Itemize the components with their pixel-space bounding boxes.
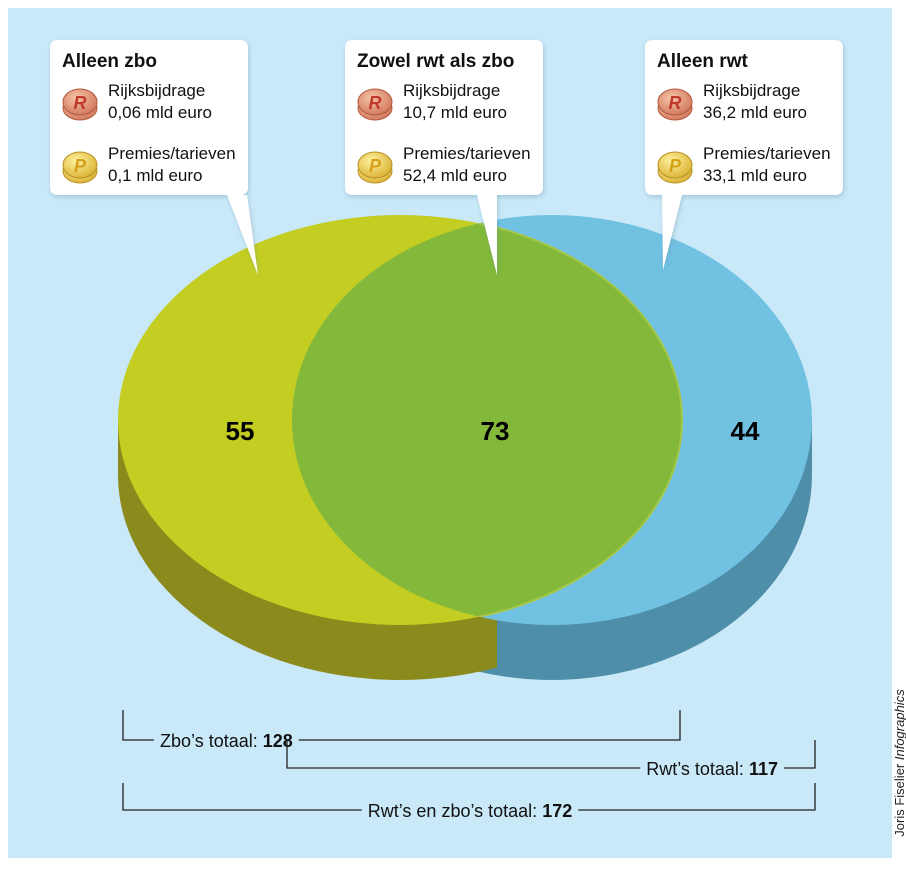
bracket-line <box>122 710 681 741</box>
callouts: Alleen zbo R Rijksbijdrage 0,06 mld euro P Pr… <box>50 40 843 275</box>
total-label: Zbo’s totaal: 128 <box>160 731 293 751</box>
item-label: Premies/tarieven <box>403 144 531 163</box>
total-text: Zbo’s totaal: <box>160 731 258 751</box>
coin-letter: R <box>369 93 382 113</box>
total-value: 172 <box>542 801 572 821</box>
item-amount: 36,2 mld euro <box>703 103 807 122</box>
item-label: Rijksbijdrage <box>703 81 800 100</box>
item-amount: 0,06 mld euro <box>108 103 212 122</box>
item-amount: 52,4 mld euro <box>403 166 507 185</box>
total-text: Rwt’s totaal: <box>646 759 744 779</box>
label-gap <box>361 801 579 821</box>
callout <box>645 40 843 270</box>
item-label: Premies/tarieven <box>703 144 831 163</box>
coin-icon <box>357 88 393 116</box>
coin-icon <box>62 151 98 179</box>
region-count: 44 <box>731 416 760 446</box>
total-value: 128 <box>263 731 293 751</box>
item-label: Premies/tarieven <box>108 144 236 163</box>
callout-box <box>50 40 258 275</box>
item-amount: 0,1 mld euro <box>108 166 203 185</box>
callout <box>50 40 258 275</box>
venn <box>118 215 812 680</box>
callout-box <box>645 40 843 270</box>
callout-title: Zowel rwt als zbo <box>357 51 514 72</box>
callout-title: Alleen rwt <box>657 51 748 72</box>
callout <box>345 40 543 275</box>
coin-icon <box>62 88 98 116</box>
callout-title: Alleen zbo <box>62 51 157 72</box>
overlap-top <box>292 215 683 625</box>
credit-name: Joris Fiselier <box>892 763 906 837</box>
item-label: Rijksbijdrage <box>403 81 500 100</box>
coin-icon <box>657 88 693 116</box>
total-value: 117 <box>749 759 778 779</box>
coin-letter: R <box>669 93 682 113</box>
label-gap <box>154 731 299 751</box>
bracket-line <box>286 740 816 769</box>
coin-icon <box>357 151 393 179</box>
coin-letter: R <box>74 93 87 113</box>
total-text: Rwt’s en zbo’s totaal: <box>368 801 537 821</box>
region-count: 55 <box>226 416 255 446</box>
coin-icon <box>657 151 693 179</box>
item-amount: 33,1 mld euro <box>703 166 807 185</box>
callout-box <box>345 40 543 275</box>
item-amount: 10,7 mld euro <box>403 103 507 122</box>
credit: Joris Fiselier Infographics <box>892 689 906 837</box>
label-gap <box>640 759 784 779</box>
item-label: Rijksbijdrage <box>108 81 205 100</box>
total-label: Rwt’s en zbo’s totaal: 172 <box>368 801 573 821</box>
coin-letter: P <box>369 156 382 176</box>
region-count: 73 <box>481 416 510 446</box>
credit-studio: Infographics <box>892 689 906 760</box>
total-label: Rwt’s totaal: 117 <box>646 759 778 779</box>
coin-letter: P <box>74 156 87 176</box>
coin-letter: P <box>669 156 682 176</box>
